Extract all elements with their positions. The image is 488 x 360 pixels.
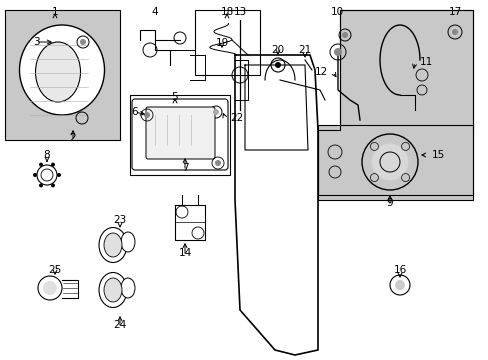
Circle shape [215, 160, 221, 166]
Text: 12: 12 [314, 67, 327, 77]
Circle shape [341, 32, 347, 38]
Text: 19: 19 [215, 38, 228, 48]
Ellipse shape [121, 278, 135, 298]
Ellipse shape [121, 232, 135, 252]
Text: 14: 14 [178, 248, 191, 258]
Circle shape [39, 183, 43, 188]
Circle shape [274, 62, 281, 68]
Ellipse shape [99, 228, 127, 262]
Circle shape [394, 280, 404, 290]
Text: 17: 17 [447, 7, 461, 17]
Circle shape [213, 109, 219, 115]
Text: 6: 6 [131, 107, 138, 117]
Circle shape [143, 112, 150, 118]
Text: 20: 20 [271, 45, 284, 55]
Ellipse shape [99, 273, 127, 307]
Text: 24: 24 [113, 320, 126, 330]
Circle shape [51, 183, 55, 188]
Circle shape [80, 39, 86, 45]
Bar [339, 10, 472, 130]
Bar [195, 10, 260, 75]
Text: 22: 22 [229, 113, 243, 123]
Text: 13: 13 [233, 7, 246, 17]
FancyBboxPatch shape [146, 107, 215, 159]
Text: 8: 8 [43, 150, 50, 160]
Circle shape [57, 173, 61, 177]
Circle shape [333, 48, 341, 56]
Circle shape [51, 163, 55, 167]
Text: 2: 2 [70, 133, 76, 143]
Ellipse shape [36, 42, 81, 102]
Text: 23: 23 [113, 215, 126, 225]
Text: 3: 3 [33, 37, 39, 47]
Ellipse shape [104, 233, 122, 257]
Bar [5, 10, 120, 140]
Bar [130, 95, 229, 175]
Text: 7: 7 [182, 163, 188, 173]
Text: 16: 16 [392, 265, 406, 275]
Text: 10: 10 [330, 7, 343, 17]
FancyBboxPatch shape [132, 99, 227, 170]
Text: 18: 18 [220, 7, 233, 17]
Text: 25: 25 [48, 265, 61, 275]
Text: 21: 21 [298, 45, 311, 55]
Text: 9: 9 [386, 198, 392, 208]
Text: 5: 5 [171, 92, 178, 102]
Circle shape [33, 173, 37, 177]
Bar [317, 125, 472, 200]
Ellipse shape [20, 25, 104, 115]
Text: 15: 15 [431, 150, 445, 160]
Circle shape [371, 144, 407, 180]
Ellipse shape [104, 278, 122, 302]
Text: 4: 4 [151, 7, 158, 17]
Circle shape [451, 29, 457, 35]
Circle shape [43, 281, 57, 295]
Circle shape [39, 163, 43, 167]
Text: 1: 1 [52, 7, 58, 17]
Text: 11: 11 [419, 57, 432, 67]
